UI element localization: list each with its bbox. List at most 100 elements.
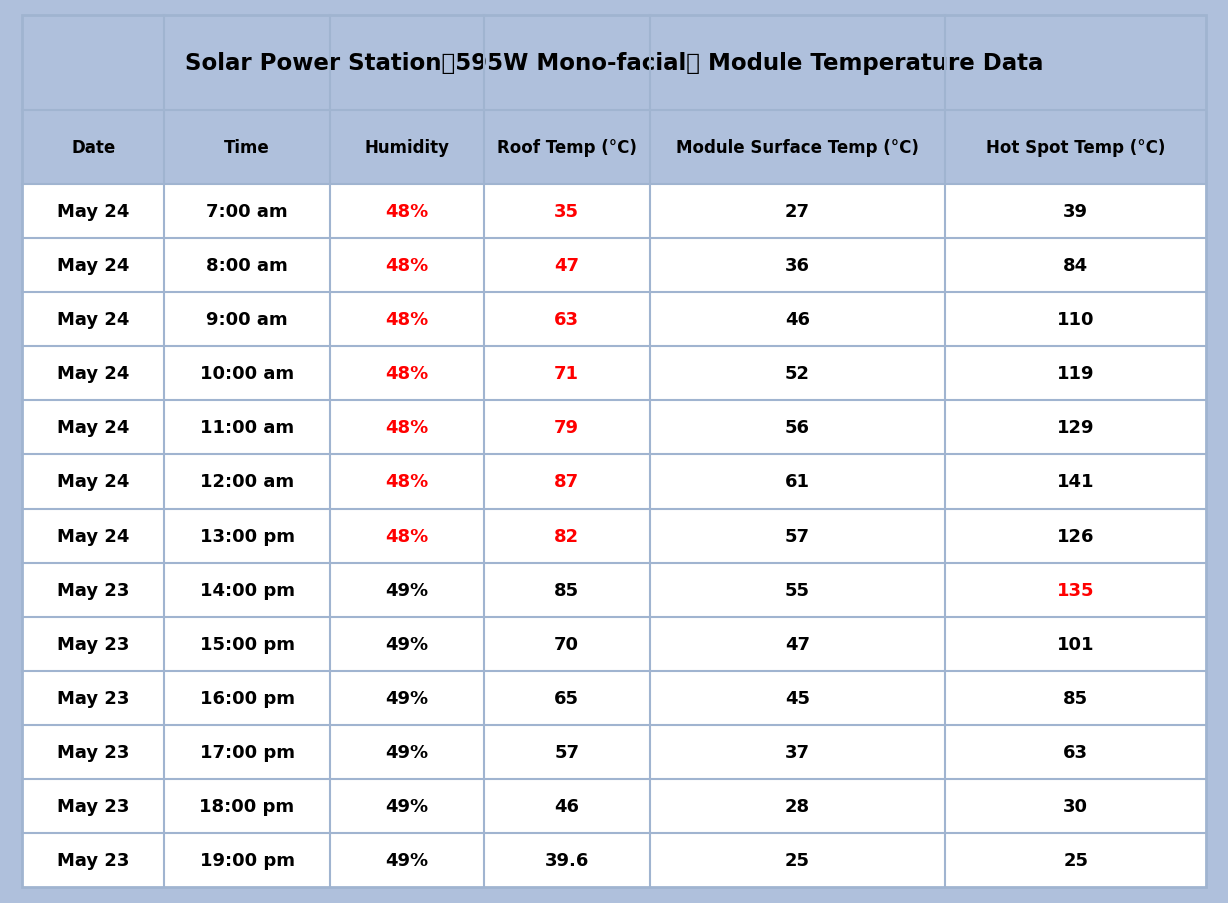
Text: 119: 119: [1057, 365, 1094, 383]
Text: 49%: 49%: [386, 743, 429, 761]
Text: 28: 28: [785, 796, 810, 815]
Text: 18:00 pm: 18:00 pm: [199, 796, 295, 815]
Bar: [22, 617, 1206, 671]
Text: 35: 35: [554, 203, 580, 221]
Text: 56: 56: [785, 419, 810, 437]
Text: 101: 101: [1057, 635, 1094, 653]
Text: May 24: May 24: [56, 203, 129, 221]
Text: 85: 85: [554, 581, 580, 599]
Text: 47: 47: [554, 257, 580, 275]
Text: May 24: May 24: [56, 473, 129, 491]
Bar: [22, 111, 1206, 185]
Text: Date: Date: [71, 139, 115, 157]
Text: 37: 37: [785, 743, 810, 761]
Text: 9:00 am: 9:00 am: [206, 311, 287, 329]
Text: 110: 110: [1057, 311, 1094, 329]
Text: 13:00 pm: 13:00 pm: [199, 527, 295, 545]
Text: May 23: May 23: [56, 796, 129, 815]
Bar: [22, 455, 1206, 509]
Text: 61: 61: [785, 473, 810, 491]
Text: 19:00 pm: 19:00 pm: [199, 851, 295, 869]
Bar: [22, 401, 1206, 455]
Bar: [22, 563, 1206, 617]
Text: 49%: 49%: [386, 689, 429, 707]
Text: 48%: 48%: [386, 365, 429, 383]
Bar: [22, 293, 1206, 347]
Text: May 24: May 24: [56, 527, 129, 545]
Bar: [22, 509, 1206, 563]
Text: May 23: May 23: [56, 581, 129, 599]
Text: 48%: 48%: [386, 473, 429, 491]
Bar: [22, 185, 1206, 239]
Text: 49%: 49%: [386, 581, 429, 599]
Text: 85: 85: [1063, 689, 1088, 707]
Text: 57: 57: [554, 743, 580, 761]
Text: 48%: 48%: [386, 311, 429, 329]
Text: 48%: 48%: [386, 419, 429, 437]
Text: 70: 70: [554, 635, 580, 653]
Text: May 23: May 23: [56, 635, 129, 653]
Bar: [22, 778, 1206, 833]
Text: 129: 129: [1057, 419, 1094, 437]
Text: 15:00 pm: 15:00 pm: [199, 635, 295, 653]
Text: 48%: 48%: [386, 527, 429, 545]
Text: 79: 79: [554, 419, 580, 437]
Text: 141: 141: [1057, 473, 1094, 491]
Text: May 23: May 23: [56, 743, 129, 761]
Bar: [22, 239, 1206, 293]
Text: May 23: May 23: [56, 689, 129, 707]
Text: 55: 55: [785, 581, 810, 599]
Text: 8:00 am: 8:00 am: [206, 257, 287, 275]
Text: May 24: May 24: [56, 365, 129, 383]
Text: May 24: May 24: [56, 257, 129, 275]
Text: 82: 82: [554, 527, 580, 545]
Text: Roof Temp (°C): Roof Temp (°C): [496, 139, 636, 157]
Text: 84: 84: [1063, 257, 1088, 275]
Text: Time: Time: [225, 139, 270, 157]
Text: 71: 71: [554, 365, 580, 383]
Text: 45: 45: [785, 689, 810, 707]
Bar: [22, 16, 1206, 111]
Bar: [22, 671, 1206, 725]
Text: 39.6: 39.6: [544, 851, 589, 869]
Bar: [22, 347, 1206, 401]
Text: 14:00 pm: 14:00 pm: [199, 581, 295, 599]
Text: May 24: May 24: [56, 419, 129, 437]
Text: 27: 27: [785, 203, 810, 221]
Text: 49%: 49%: [386, 851, 429, 869]
Text: Solar Power Station（595W Mono-facial） Module Temperature Data: Solar Power Station（595W Mono-facial） Mo…: [184, 52, 1044, 75]
Text: Humidity: Humidity: [365, 139, 449, 157]
Bar: [22, 833, 1206, 887]
Text: 46: 46: [785, 311, 810, 329]
Text: 135: 135: [1057, 581, 1094, 599]
Text: 10:00 am: 10:00 am: [200, 365, 293, 383]
Text: May 23: May 23: [56, 851, 129, 869]
Bar: [22, 725, 1206, 778]
Text: 49%: 49%: [386, 635, 429, 653]
Text: 63: 63: [1063, 743, 1088, 761]
Text: Module Surface Temp (°C): Module Surface Temp (°C): [677, 139, 919, 157]
Text: 63: 63: [554, 311, 580, 329]
Text: 25: 25: [1063, 851, 1088, 869]
Text: 47: 47: [785, 635, 810, 653]
Text: 7:00 am: 7:00 am: [206, 203, 287, 221]
Text: 11:00 am: 11:00 am: [200, 419, 293, 437]
Text: 30: 30: [1063, 796, 1088, 815]
Text: 12:00 am: 12:00 am: [200, 473, 293, 491]
Text: 57: 57: [785, 527, 810, 545]
Text: May 24: May 24: [56, 311, 129, 329]
Text: Hot Spot Temp (°C): Hot Spot Temp (°C): [986, 139, 1165, 157]
Text: 16:00 pm: 16:00 pm: [199, 689, 295, 707]
Text: 36: 36: [785, 257, 810, 275]
Text: 87: 87: [554, 473, 580, 491]
Text: 25: 25: [785, 851, 810, 869]
Text: 17:00 pm: 17:00 pm: [199, 743, 295, 761]
Text: 46: 46: [554, 796, 580, 815]
Text: 48%: 48%: [386, 203, 429, 221]
Text: 126: 126: [1057, 527, 1094, 545]
Text: 39: 39: [1063, 203, 1088, 221]
Text: 65: 65: [554, 689, 580, 707]
Text: 52: 52: [785, 365, 810, 383]
Bar: [22, 111, 1206, 887]
Text: 49%: 49%: [386, 796, 429, 815]
